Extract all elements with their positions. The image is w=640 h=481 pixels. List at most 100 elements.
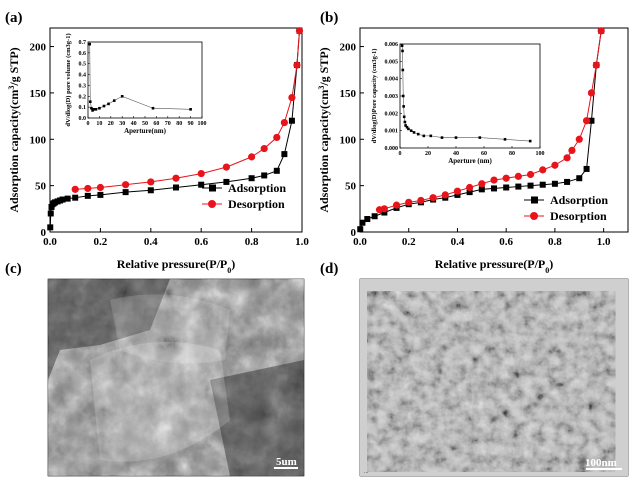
x-tick-label: 0.8 [245, 236, 259, 248]
inset-y-tick-label: 0.004 [385, 77, 399, 83]
inset-data-point [503, 138, 507, 141]
inset-y-tick-label: 0.5 [79, 62, 87, 68]
y-tick-label: 200 [30, 42, 47, 54]
inset-x-tick-label: 40 [453, 151, 459, 157]
inset-data-point [402, 105, 405, 108]
inset-frame [399, 43, 541, 149]
data-point-adsorption [371, 213, 378, 220]
inset-x-tick-label: 20 [108, 121, 114, 127]
inset-data-point [402, 115, 406, 119]
x-tick-label: 0.6 [499, 236, 513, 248]
inset-x-tick-label: 80 [509, 151, 515, 157]
x-tick-label: 0.0 [353, 236, 367, 248]
inset-data-point [401, 94, 405, 98]
data-point-adsorption [527, 182, 534, 189]
data-point-desorption [441, 191, 449, 199]
data-point-desorption [582, 117, 591, 125]
data-point-desorption [295, 27, 304, 35]
data-point-desorption [375, 206, 384, 214]
inset-x-tick-label: 70 [165, 121, 171, 127]
inset-y-tick-label: 0.4 [79, 73, 87, 79]
data-point-desorption [568, 146, 576, 154]
data-point-adsorption [466, 189, 473, 196]
data-point-adsorption [576, 175, 583, 182]
inset-data-point [416, 132, 420, 136]
y-axis-label: Adsorption capacity(cm3/g STP) [317, 47, 332, 212]
inset-data-point [107, 102, 110, 106]
data-point-adsorption [248, 175, 255, 182]
data-point-desorption [587, 89, 596, 97]
data-point-adsorption [491, 185, 497, 192]
x-tick-label: 0.6 [194, 236, 208, 248]
inset-x-tick-label: 20 [425, 151, 431, 157]
data-point-desorption [592, 61, 600, 69]
inset-data-point [98, 106, 101, 110]
data-point-desorption [248, 153, 256, 161]
inset-x-axis-label: Aperture(nm) [124, 127, 167, 135]
y-tick-label: 200 [340, 42, 357, 54]
y-tick-label: 0 [41, 227, 47, 239]
x-tick-label: 0.4 [144, 236, 158, 248]
legend-label-desorption: Desorption [550, 209, 607, 223]
y-tick-label: 150 [30, 88, 47, 100]
inset-series-line [401, 45, 531, 142]
data-point-adsorption [281, 151, 288, 158]
y-tick-label: 50 [345, 181, 357, 193]
plot-frame [49, 27, 303, 233]
inset-x-tick-label: 80 [176, 121, 182, 127]
inset-y-axis-label: dV/dlog(D) pore volume (cm3g-1) [65, 33, 72, 126]
inset-x-tick-label: 100 [198, 121, 207, 127]
data-point-adsorption [588, 117, 595, 124]
x-tick-label: 0.8 [548, 236, 562, 248]
y-tick-label: 150 [340, 88, 357, 100]
data-point-desorption [490, 176, 498, 184]
inset-data-point [405, 125, 409, 129]
data-point-adsorption [454, 191, 461, 198]
inset-y-tick-label: 0.3 [79, 83, 87, 89]
pore-distribution-inset: 0 10 20 30 40 50 60 70 80 90 100 0.0 0.1 0.2 0.3 0.4 0.5… [65, 33, 207, 135]
x-axis-label: Relative pressure(P/P0) [435, 257, 554, 275]
inset-data-point [401, 49, 404, 53]
legend-label-adsorption: Adsorption [550, 193, 608, 207]
data-point-desorption [280, 118, 288, 127]
data-point-desorption [539, 166, 547, 174]
scale-bar-label-c: 5um [276, 456, 297, 468]
inset-data-point [454, 136, 458, 139]
pore-distribution-inset: 0 20 40 60 80 100 0.000 0.001 0.002 0.003 0.004 0.0… [371, 42, 545, 165]
tem-micrograph: 100nm ... [359, 278, 629, 477]
panel-label-a: (a) [5, 10, 23, 26]
legend-label-desorption: Desorption [228, 197, 285, 211]
inset-y-tick-label: 0.000 [385, 146, 399, 152]
data-point-desorption [122, 181, 130, 189]
inset-data-point [88, 42, 92, 46]
inset-data-point [422, 134, 426, 138]
inset-data-point [400, 44, 404, 48]
scale-bar-label-d: 100nm [585, 457, 617, 469]
data-point-adsorption [359, 219, 366, 226]
data-point-desorption [502, 174, 510, 182]
inset-data-point [151, 106, 155, 110]
y-axis-label: Adsorption capacity(cm3/g STP) [7, 47, 22, 212]
inset-y-tick-label: 0.2 [79, 94, 87, 100]
data-point-adsorption [47, 224, 54, 231]
data-point-desorption [273, 133, 281, 142]
inset-y-tick-label: 0.006 [385, 42, 399, 48]
data-point-desorption [260, 144, 268, 153]
data-point-adsorption [84, 192, 91, 199]
data-point-desorption [514, 172, 522, 180]
legend-marker [530, 212, 538, 220]
inset-y-axis-label: dV/dlog(D)Pore capacity (cm3g-1) [371, 49, 378, 144]
inset-data-point [88, 100, 92, 104]
data-point-desorption [563, 154, 571, 162]
inset-x-tick-label: 60 [481, 151, 487, 157]
inset-data-point [528, 139, 532, 143]
data-point-adsorption [59, 196, 66, 203]
scale-bar-d [586, 468, 622, 470]
data-point-desorption [71, 185, 79, 193]
legend-marker [531, 196, 538, 204]
data-point-desorption [405, 198, 413, 206]
inset-data-point [412, 131, 416, 134]
inset-x-tick-label: 30 [119, 121, 125, 127]
